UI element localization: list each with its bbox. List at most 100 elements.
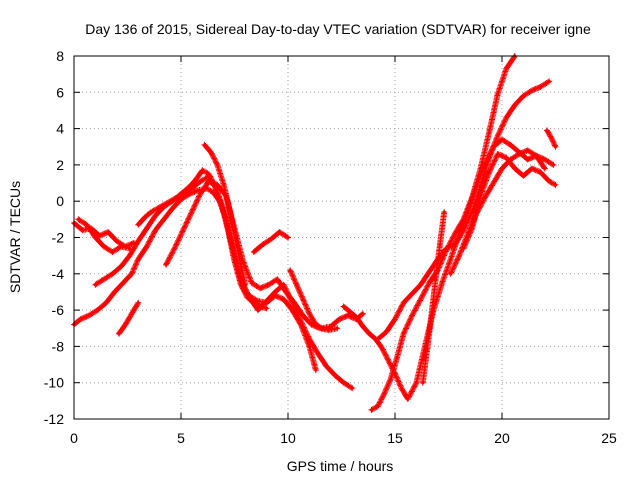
data-point <box>265 306 269 310</box>
data-point <box>470 226 474 230</box>
data-point <box>273 290 277 294</box>
data-point <box>369 408 374 412</box>
data-point <box>155 206 160 211</box>
data-point <box>367 332 371 336</box>
y-tick-label: -8 <box>52 338 65 354</box>
data-point <box>500 137 504 142</box>
data-point <box>232 259 237 263</box>
data-point <box>113 290 117 294</box>
data-point <box>258 304 262 309</box>
data-point <box>295 283 299 287</box>
data-point <box>504 67 508 71</box>
data-point <box>299 319 303 323</box>
data-point <box>95 308 100 312</box>
data-point <box>547 179 551 183</box>
data-point <box>513 166 517 171</box>
data-point <box>479 166 483 171</box>
data-point <box>419 283 423 287</box>
data-point <box>496 152 500 156</box>
data-point <box>102 277 106 281</box>
data-point <box>110 250 115 254</box>
data-point <box>538 85 543 89</box>
data-point <box>526 148 530 152</box>
y-tick-label: 8 <box>56 48 64 64</box>
data-point <box>258 286 262 290</box>
data-point <box>260 243 264 247</box>
data-point <box>188 185 192 189</box>
data-point <box>98 234 102 238</box>
data-point <box>215 163 219 167</box>
tick-layer: 0 5 10 15 20 25 -12 -10 -8 -6 -4 -2 0 2 4 6 8 <box>44 48 617 446</box>
data-point <box>333 373 337 377</box>
data-point <box>256 308 260 312</box>
y-tick-label: -2 <box>52 230 65 246</box>
y-tick-label: -10 <box>44 375 64 391</box>
data-point <box>538 170 543 174</box>
series-arc-9 <box>250 229 291 255</box>
data-point <box>85 223 89 227</box>
data-point <box>76 217 80 221</box>
data-point <box>301 297 305 301</box>
series-layer <box>71 53 559 413</box>
data-point <box>275 277 279 281</box>
x-tick-label: 15 <box>387 430 403 446</box>
data-point <box>440 281 444 285</box>
data-point <box>526 157 530 162</box>
data-point <box>269 237 273 241</box>
data-point <box>427 281 431 285</box>
data-point <box>173 246 177 250</box>
data-point <box>181 228 185 232</box>
data-point <box>496 92 500 96</box>
data-point <box>543 157 547 162</box>
data-point <box>119 245 123 249</box>
data-point <box>136 223 140 227</box>
y-tick-label: 6 <box>56 84 64 100</box>
y-tick-label: 0 <box>56 193 64 209</box>
data-point <box>104 301 108 305</box>
grid-layer <box>74 56 609 419</box>
data-point <box>429 313 433 318</box>
data-point <box>549 136 553 140</box>
data-point <box>106 230 110 234</box>
data-point <box>342 381 346 385</box>
data-point <box>136 301 140 305</box>
data-point <box>170 206 174 211</box>
data-point <box>461 228 466 232</box>
data-point <box>453 232 457 236</box>
x-tick-label: 25 <box>601 430 617 446</box>
data-point <box>175 196 179 200</box>
data-point <box>267 283 271 287</box>
data-point <box>102 245 106 249</box>
data-point <box>292 301 296 305</box>
data-point <box>421 381 425 385</box>
data-point <box>265 299 269 303</box>
data-point <box>376 337 380 341</box>
data-point <box>380 346 384 350</box>
series-arc-2 <box>75 216 133 255</box>
data-point <box>256 299 260 303</box>
data-point <box>504 156 508 160</box>
data-point <box>382 392 386 396</box>
data-point <box>93 283 97 287</box>
series-arc-12 <box>368 53 518 413</box>
chart-title: Day 136 of 2015, Sidereal Day-to-day VTE… <box>85 21 591 37</box>
data-point <box>226 228 230 232</box>
data-point <box>87 313 91 318</box>
data-point <box>136 257 140 261</box>
data-point <box>81 228 85 232</box>
data-point <box>307 337 311 341</box>
data-point <box>500 166 504 171</box>
data-point <box>453 243 457 247</box>
data-point <box>329 324 333 328</box>
data-point <box>243 283 247 287</box>
series-arc-17 <box>543 127 559 150</box>
data-point <box>442 210 446 214</box>
data-point <box>414 381 418 385</box>
data-point <box>449 272 453 276</box>
data-point <box>198 192 202 196</box>
y-tick-label: -4 <box>52 266 65 282</box>
data-point <box>387 359 391 363</box>
data-point <box>307 312 311 316</box>
data-point <box>207 179 211 183</box>
